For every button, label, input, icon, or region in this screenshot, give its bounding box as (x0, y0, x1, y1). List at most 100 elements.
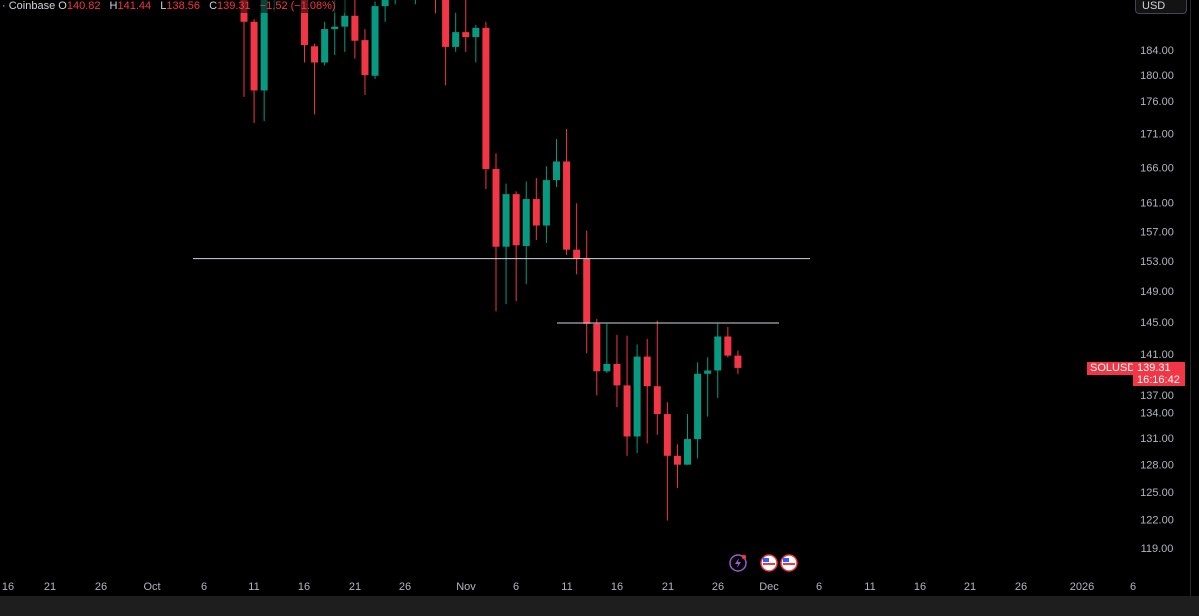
time-tick: 11 (864, 581, 875, 593)
price-tick: 122.00 (1140, 515, 1174, 527)
candle-body (250, 21, 258, 91)
change-value: −1.52 (−1.08%) (259, 0, 336, 12)
candle-body (724, 336, 732, 356)
candle (394, 0, 396, 5)
candle-body (734, 355, 742, 368)
bar-countdown: 16:16:42 (1137, 374, 1180, 386)
candle-body (371, 6, 379, 76)
candle (663, 402, 671, 521)
time-tick: 16 (611, 581, 623, 593)
candle-body (522, 199, 530, 246)
us-flag-icon[interactable] (760, 554, 778, 572)
time-tick: 6 (201, 581, 207, 593)
close-value: 139.31 (217, 0, 251, 12)
time-tick: 2026 (1070, 581, 1094, 593)
price-tick: 161.00 (1140, 198, 1174, 210)
candle (381, 0, 389, 22)
candle-body (351, 15, 359, 41)
candle (502, 183, 510, 305)
price-tick: 125.00 (1140, 487, 1174, 499)
candle (311, 43, 319, 115)
time-tick: 6 (816, 581, 822, 593)
time-tick: 16 (2, 581, 14, 593)
candle (435, 0, 437, 14)
candle (583, 230, 591, 354)
candle-body (583, 258, 591, 324)
candle (704, 357, 712, 417)
candle (250, 19, 258, 124)
candle-body (684, 439, 692, 465)
candle-body (482, 27, 490, 170)
candle-body (694, 373, 702, 440)
candle (532, 178, 540, 241)
candle-body (633, 356, 641, 437)
candle-body (462, 32, 470, 38)
candle (542, 166, 550, 244)
candle-body (552, 161, 560, 181)
time-tick: Nov (456, 581, 476, 593)
price-tick: 145.00 (1140, 317, 1174, 329)
time-tick: 6 (1130, 581, 1136, 593)
bottom-toolbar (0, 596, 1199, 616)
price-tick: 149.00 (1140, 286, 1174, 298)
time-tick: 26 (712, 581, 724, 593)
candle-body (593, 323, 601, 372)
last-price: 139.31 (1137, 362, 1171, 374)
candle-body (502, 194, 510, 247)
price-tick: 153.00 (1140, 256, 1174, 268)
time-tick: 26 (1015, 581, 1027, 593)
currency-button[interactable]: USD (1135, 0, 1187, 14)
candle (714, 323, 722, 398)
ohlc-legend: · Coinbase O140.82 H141.44 L138.56 C139.… (2, 0, 345, 13)
time-tick: 21 (44, 581, 56, 593)
candle-body (512, 194, 520, 246)
candle (512, 191, 520, 302)
candle (341, 0, 349, 52)
candle (613, 334, 621, 408)
candle (573, 203, 581, 275)
candle (492, 153, 500, 312)
candle (260, 0, 268, 122)
candle (442, 0, 450, 86)
price-tick: 176.00 (1140, 96, 1174, 108)
price-chart[interactable]: 184.00 180.00 176.00 171.00 166.00 161.00 157.… (0, 0, 1199, 596)
candle (643, 338, 651, 444)
us-flag-icon[interactable] (780, 554, 798, 572)
time-tick: 26 (95, 581, 107, 593)
candle (552, 139, 560, 188)
candle-body (542, 180, 550, 226)
candle (653, 320, 661, 435)
time-axis: 16 21 26 Oct 6 11 16 21 26 Nov 6 11 16 21 26 Dec 6 11 16 21… (2, 581, 1136, 593)
candle-body (714, 336, 722, 371)
candle-body (704, 370, 712, 374)
price-tick: 166.00 (1140, 163, 1174, 175)
price-tick: 137.00 (1140, 390, 1174, 402)
time-tick: Oct (143, 581, 160, 593)
time-tick: Dec (759, 581, 779, 593)
candle (361, 29, 369, 95)
price-axis: 184.00 180.00 176.00 171.00 166.00 161.00 157.… (1140, 45, 1174, 555)
candle (522, 181, 530, 285)
time-tick: 16 (298, 581, 310, 593)
candle-body (653, 386, 661, 415)
candle (452, 12, 460, 52)
price-tick: 134.00 (1140, 407, 1174, 419)
time-tick: 11 (248, 581, 259, 593)
candle-body (361, 40, 369, 76)
candle-body (643, 356, 651, 387)
candle-body (452, 32, 460, 47)
candle (240, 0, 248, 97)
candle-body (442, 0, 450, 47)
price-tick: 128.00 (1140, 460, 1174, 472)
time-tick: 21 (662, 581, 674, 593)
lightning-event-icon[interactable] (729, 554, 747, 572)
candle-body (321, 29, 329, 63)
exchange-label: · Coinbase (2, 0, 56, 12)
price-tick: 131.00 (1140, 433, 1174, 445)
candle (321, 21, 329, 66)
time-tick: 11 (561, 581, 572, 593)
last-price-label: 139.31 16:16:42 (1133, 362, 1185, 386)
candle-body (623, 385, 631, 437)
candle (724, 326, 732, 358)
candle-body (341, 15, 349, 27)
